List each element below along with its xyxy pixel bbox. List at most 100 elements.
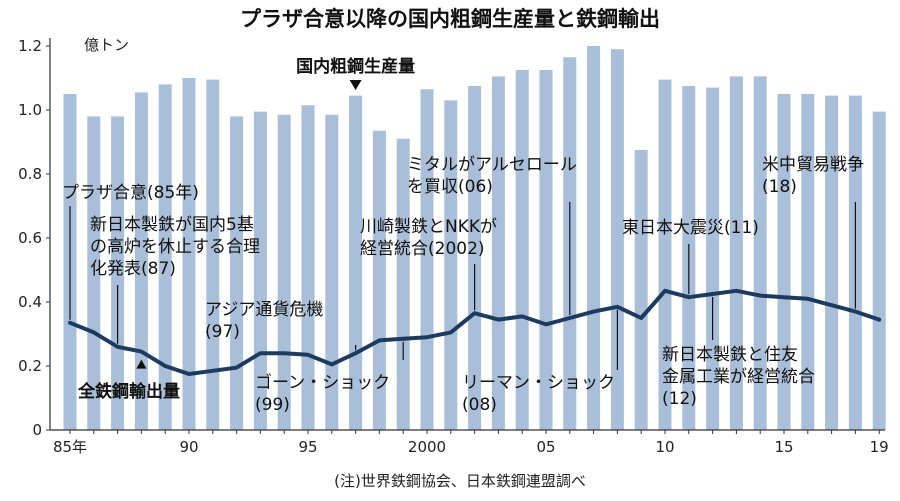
export-point-1997 bbox=[354, 351, 358, 355]
annotation-1987-line-2: 化発表(87) bbox=[90, 259, 176, 279]
annotation-1997-line-1: (97) bbox=[205, 322, 240, 342]
axis-layer: 0 0.2 0.4 0.6 0.8 1.0 1.2 85年 90 95 2000 05 10 15 19 bbox=[18, 37, 889, 456]
x-tick-label-1990: 90 bbox=[179, 438, 198, 456]
annotation-1999-line-0: ゴーン・ショック bbox=[255, 372, 390, 393]
export-point-2005 bbox=[544, 322, 548, 326]
source-note: (注)世界鉄鋼協会、日本鉄鋼連盟調べ bbox=[334, 472, 586, 490]
annotation-2006-line-0: ミタルがアルセロール bbox=[407, 155, 577, 175]
x-tick-label-2015: 15 bbox=[774, 438, 793, 456]
bar-1993 bbox=[253, 111, 267, 430]
bar-1987 bbox=[111, 116, 125, 431]
annotation-2018-line-0: 米中貿易戦争 bbox=[762, 155, 864, 175]
export-point-2012 bbox=[711, 292, 715, 296]
bar-1990 bbox=[182, 78, 196, 430]
export-point-2004 bbox=[520, 314, 524, 318]
export-point-1995 bbox=[306, 353, 310, 357]
annotation-1997-line-0: アジア通貨危機 bbox=[205, 300, 323, 320]
export-point-2019 bbox=[877, 318, 881, 322]
x-tick-label-2005: 05 bbox=[536, 438, 555, 456]
annotation-1997: アジア通貨危機(97) bbox=[205, 300, 323, 342]
bar-1998 bbox=[372, 130, 386, 431]
bar-2016 bbox=[801, 94, 815, 430]
annotation-2012-line-0: 新日本製鉄と住友 bbox=[662, 345, 798, 365]
bar-series-pointer-icon bbox=[349, 80, 362, 90]
annotation-2018-line-1: (18) bbox=[762, 177, 797, 197]
annotation-2002-line-0: 川崎製鉄とNKKが bbox=[360, 217, 497, 237]
y-tick-label: 1.2 bbox=[18, 37, 42, 55]
y-tick-label: 0.6 bbox=[18, 229, 42, 247]
export-point-2001 bbox=[449, 330, 453, 334]
bar-2000 bbox=[420, 89, 434, 430]
bar-2003 bbox=[491, 76, 505, 431]
bar-1992 bbox=[230, 116, 244, 431]
export-point-2008 bbox=[615, 305, 620, 309]
export-point-2003 bbox=[496, 318, 500, 322]
bar-2002 bbox=[468, 86, 482, 430]
bar-1988 bbox=[134, 92, 148, 431]
bar-2015 bbox=[777, 94, 791, 430]
bar-2009 bbox=[634, 150, 648, 430]
bar-2005 bbox=[539, 70, 553, 430]
bar-2014 bbox=[753, 76, 767, 431]
export-point-1999 bbox=[401, 337, 405, 341]
bar-1997 bbox=[349, 95, 363, 430]
annotation-1999-line-1: (99) bbox=[255, 395, 290, 415]
export-point-1986 bbox=[92, 330, 96, 334]
annotation-1987-line-1: の高炉を休止する合理 bbox=[90, 237, 260, 257]
bar-2017 bbox=[825, 95, 839, 430]
bar-2007 bbox=[587, 46, 601, 430]
export-point-2011 bbox=[687, 295, 691, 299]
annotation-2012-line-2: (12) bbox=[662, 389, 697, 409]
annotation-1999: ゴーン・ショック(99) bbox=[255, 372, 390, 415]
bar-1999 bbox=[396, 138, 410, 431]
chart-title: プラザ合意以降の国内粗鋼生産量と鉄鋼輸出 bbox=[240, 7, 660, 31]
annotation-2006-line-1: を買収(06) bbox=[407, 177, 493, 197]
export-point-1993 bbox=[258, 351, 262, 355]
y-tick-label: 1.0 bbox=[18, 101, 42, 119]
export-point-1990 bbox=[187, 372, 191, 376]
export-point-2018 bbox=[853, 310, 858, 314]
bar-2012 bbox=[706, 87, 720, 430]
bar-2001 bbox=[444, 100, 458, 431]
leaders-layer bbox=[69, 202, 857, 370]
y-tick-label: 0.4 bbox=[18, 293, 42, 311]
export-point-1998 bbox=[377, 338, 381, 342]
annotation-2002-line-1: 経営統合(2002) bbox=[360, 239, 485, 259]
export-point-2007 bbox=[592, 310, 596, 314]
export-point-2017 bbox=[830, 303, 834, 307]
x-tick-label-1995: 95 bbox=[298, 438, 317, 456]
x-tick-label-2000: 2000 bbox=[408, 438, 446, 456]
export-point-2002 bbox=[473, 311, 477, 315]
export-point-1985 bbox=[68, 321, 72, 325]
line-series-label: 全鉄鋼輸出量 bbox=[77, 381, 180, 402]
bar-2019 bbox=[872, 111, 886, 430]
bar-1995 bbox=[301, 105, 315, 430]
y-tick-label: 0.2 bbox=[18, 357, 42, 375]
annotation-2012-line-1: 金属工業が経営統合 bbox=[662, 367, 815, 387]
annotation-1985-line-0: プラザ合意(85年) bbox=[62, 183, 199, 203]
bar-1989 bbox=[158, 84, 172, 431]
export-point-2010 bbox=[663, 289, 667, 293]
export-point-1996 bbox=[330, 362, 334, 366]
bar-1986 bbox=[87, 116, 101, 431]
annotation-2008-line-0: リーマン・ショック bbox=[462, 373, 615, 393]
y-tick-label: 0.8 bbox=[18, 165, 42, 183]
annotation-1985: プラザ合意(85年) bbox=[62, 183, 199, 203]
bar-2013 bbox=[729, 76, 743, 431]
bar-series-label: 国内粗鋼生産量 bbox=[296, 56, 415, 77]
export-point-2006 bbox=[568, 316, 572, 320]
y-axis-unit-label: 億トン bbox=[84, 36, 129, 54]
export-point-2016 bbox=[806, 297, 810, 301]
export-point-1992 bbox=[235, 366, 239, 370]
annotation-2011: 東日本大震災(11) bbox=[622, 218, 759, 238]
annotation-2008: リーマン・ショック(08) bbox=[462, 373, 615, 415]
export-point-1987 bbox=[116, 345, 120, 349]
annotation-1987-line-0: 新日本製鉄が国内5基 bbox=[90, 215, 254, 235]
export-point-2015 bbox=[782, 295, 786, 299]
